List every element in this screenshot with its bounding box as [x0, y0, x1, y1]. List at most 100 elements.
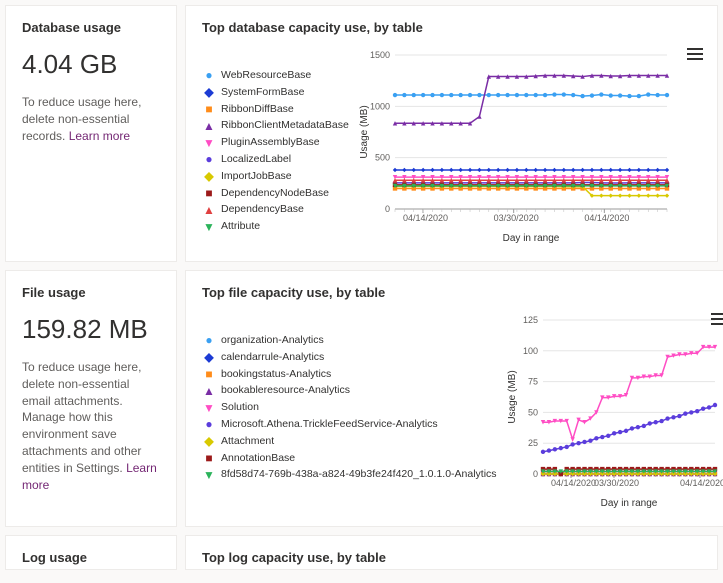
- legend-label: Solution: [221, 399, 259, 416]
- db-learn-more-link[interactable]: Learn more: [69, 129, 130, 143]
- legend-item[interactable]: ● LocalizedLabel: [202, 151, 349, 168]
- legend-item[interactable]: ■ AnnotationBase: [202, 450, 497, 467]
- legend-label: DependencyBase: [221, 201, 304, 218]
- legend-item[interactable]: ● WebResourceBase: [202, 67, 349, 84]
- legend-marker-icon: ▼: [202, 221, 216, 233]
- legend-marker-icon: ●: [202, 418, 216, 430]
- legend-item[interactable]: ▼ PluginAssemblyBase: [202, 134, 349, 151]
- db-left-title: Database usage: [22, 20, 160, 35]
- legend-item[interactable]: ▼ Attribute: [202, 218, 349, 235]
- legend-marker-icon: ◆: [202, 435, 216, 447]
- db-chart-menu-icon[interactable]: [687, 48, 703, 60]
- db-help: To reduce usage here, delete non-essenti…: [22, 94, 160, 144]
- legend-item[interactable]: ▼ 8fd58d74-769b-438a-a824-49b3fe24f420_1.…: [202, 466, 497, 483]
- legend-item[interactable]: ◆ Attachment: [202, 433, 497, 450]
- legend-item[interactable]: ● organization-Analytics: [202, 332, 497, 349]
- svg-text:Usage (MB): Usage (MB): [507, 370, 518, 423]
- db-chart: 0 500 1000 1500 04/14/2020 03/30/2020 04/14/20…: [357, 47, 701, 247]
- legend-marker-icon: ▲: [202, 120, 216, 132]
- db-legend: ● WebResourceBase ◆ SystemFormBase ■ RibbonDi…: [202, 47, 349, 235]
- svg-text:500: 500: [375, 153, 390, 163]
- legend-item[interactable]: ▲ RibbonClientMetadataBase: [202, 117, 349, 134]
- file-help: To reduce usage here, delete non-essenti…: [22, 359, 160, 493]
- database-chart-card: Top database capacity use, by table ● Web…: [185, 5, 718, 262]
- legend-item[interactable]: ■ DependencyNodeBase: [202, 185, 349, 202]
- legend-marker-icon: ■: [202, 103, 216, 115]
- legend-label: AnnotationBase: [221, 450, 295, 467]
- legend-label: ImportJobBase: [221, 168, 292, 185]
- legend-marker-icon: ●: [202, 153, 216, 165]
- legend-marker-icon: ◆: [202, 351, 216, 363]
- legend-item[interactable]: ▲ bookableresource-Analytics: [202, 382, 497, 399]
- legend-item[interactable]: ◆ calendarrule-Analytics: [202, 349, 497, 366]
- file-legend: ● organization-Analytics ◆ calendarrule-Ana…: [202, 312, 497, 483]
- file-usage-card: File usage 159.82 MB To reduce usage her…: [5, 270, 177, 527]
- svg-text:1500: 1500: [370, 50, 390, 60]
- svg-text:04/14/2020: 04/14/2020: [584, 213, 629, 223]
- svg-text:100: 100: [523, 346, 538, 356]
- log-right-title: Top log capacity use, by table: [202, 550, 701, 565]
- svg-text:125: 125: [523, 315, 538, 325]
- legend-label: organization-Analytics: [221, 332, 324, 349]
- legend-item[interactable]: ● Microsoft.Athena.TrickleFeedService-Ana…: [202, 416, 497, 433]
- file-chart: 025507510012504/14/202003/30/202004/14/2…: [505, 312, 723, 512]
- svg-text:75: 75: [528, 377, 538, 387]
- legend-marker-icon: ▲: [202, 385, 216, 397]
- database-usage-card: Database usage 4.04 GB To reduce usage h…: [5, 5, 177, 262]
- legend-item[interactable]: ■bookingstatus-Analytics: [202, 366, 497, 383]
- legend-label: Attribute: [221, 218, 260, 235]
- legend-marker-icon: ▼: [202, 402, 216, 414]
- legend-marker-icon: ▼: [202, 137, 216, 149]
- db-right-title: Top database capacity use, by table: [202, 20, 701, 35]
- legend-marker-icon: ■: [202, 452, 216, 464]
- legend-item[interactable]: ◆ ImportJobBase: [202, 168, 349, 185]
- legend-item[interactable]: ▲ DependencyBase: [202, 201, 349, 218]
- log-usage-card: Log usage: [5, 535, 177, 570]
- svg-text:04/14/2020: 04/14/2020: [403, 213, 448, 223]
- legend-label: DependencyNodeBase: [221, 185, 329, 202]
- legend-label: 8fd58d74-769b-438a-a824-49b3fe24f420_1.0…: [221, 466, 497, 483]
- legend-label: bookableresource-Analytics: [221, 382, 350, 399]
- legend-label: SystemFormBase: [221, 84, 304, 101]
- svg-text:50: 50: [528, 407, 538, 417]
- legend-label: RibbonClientMetadataBase: [221, 117, 349, 134]
- file-right-title: Top file capacity use, by table: [202, 285, 723, 300]
- svg-text:03/30/2020: 03/30/2020: [594, 478, 639, 488]
- legend-label: bookingstatus-Analytics: [221, 366, 331, 383]
- legend-marker-icon: ■: [202, 187, 216, 199]
- legend-item[interactable]: ▼ Solution: [202, 399, 497, 416]
- svg-text:Usage (MB): Usage (MB): [359, 105, 370, 158]
- legend-label: Attachment: [221, 433, 274, 450]
- db-value: 4.04 GB: [22, 49, 160, 80]
- legend-label: calendarrule-Analytics: [221, 349, 324, 366]
- file-left-title: File usage: [22, 285, 160, 300]
- file-chart-card: Top file capacity use, by table ● organiz…: [185, 270, 723, 527]
- legend-item[interactable]: ◆ SystemFormBase: [202, 84, 349, 101]
- legend-marker-icon: ◆: [202, 86, 216, 98]
- svg-text:04/14/2020: 04/14/2020: [680, 478, 723, 488]
- file-help-text: To reduce usage here, delete non-essenti…: [22, 360, 141, 475]
- svg-text:25: 25: [528, 438, 538, 448]
- svg-text:0: 0: [385, 204, 390, 214]
- svg-text:0: 0: [533, 469, 538, 479]
- svg-text:04/14/2020: 04/14/2020: [551, 478, 596, 488]
- legend-item[interactable]: ■ RibbonDiffBase: [202, 101, 349, 118]
- legend-label: LocalizedLabel: [221, 151, 291, 168]
- legend-label: Microsoft.Athena.TrickleFeedService-Anal…: [221, 416, 438, 433]
- file-chart-menu-icon[interactable]: [711, 313, 723, 325]
- log-left-title: Log usage: [22, 550, 160, 565]
- legend-marker-icon: ●: [202, 334, 216, 346]
- log-chart-card: Top log capacity use, by table: [185, 535, 718, 570]
- legend-label: WebResourceBase: [221, 67, 311, 84]
- legend-marker-icon: ●: [202, 69, 216, 81]
- svg-text:Day in range: Day in range: [502, 233, 559, 244]
- file-value: 159.82 MB: [22, 314, 160, 345]
- legend-marker-icon: ▲: [202, 204, 216, 216]
- legend-label: RibbonDiffBase: [221, 101, 294, 118]
- svg-text:1000: 1000: [370, 101, 390, 111]
- legend-marker-icon: ▼: [202, 469, 216, 481]
- legend-label: PluginAssemblyBase: [221, 134, 320, 151]
- legend-marker-icon: ◆: [202, 170, 216, 182]
- svg-text:03/30/2020: 03/30/2020: [494, 213, 539, 223]
- svg-text:Day in range: Day in range: [600, 498, 657, 509]
